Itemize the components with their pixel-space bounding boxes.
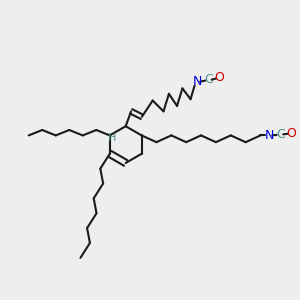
Text: H: H <box>108 133 117 143</box>
Text: N: N <box>193 75 202 88</box>
Text: N: N <box>264 129 274 142</box>
Text: C: C <box>204 73 213 86</box>
Text: O: O <box>214 71 224 84</box>
Text: C: C <box>276 128 285 141</box>
Text: O: O <box>286 127 296 140</box>
